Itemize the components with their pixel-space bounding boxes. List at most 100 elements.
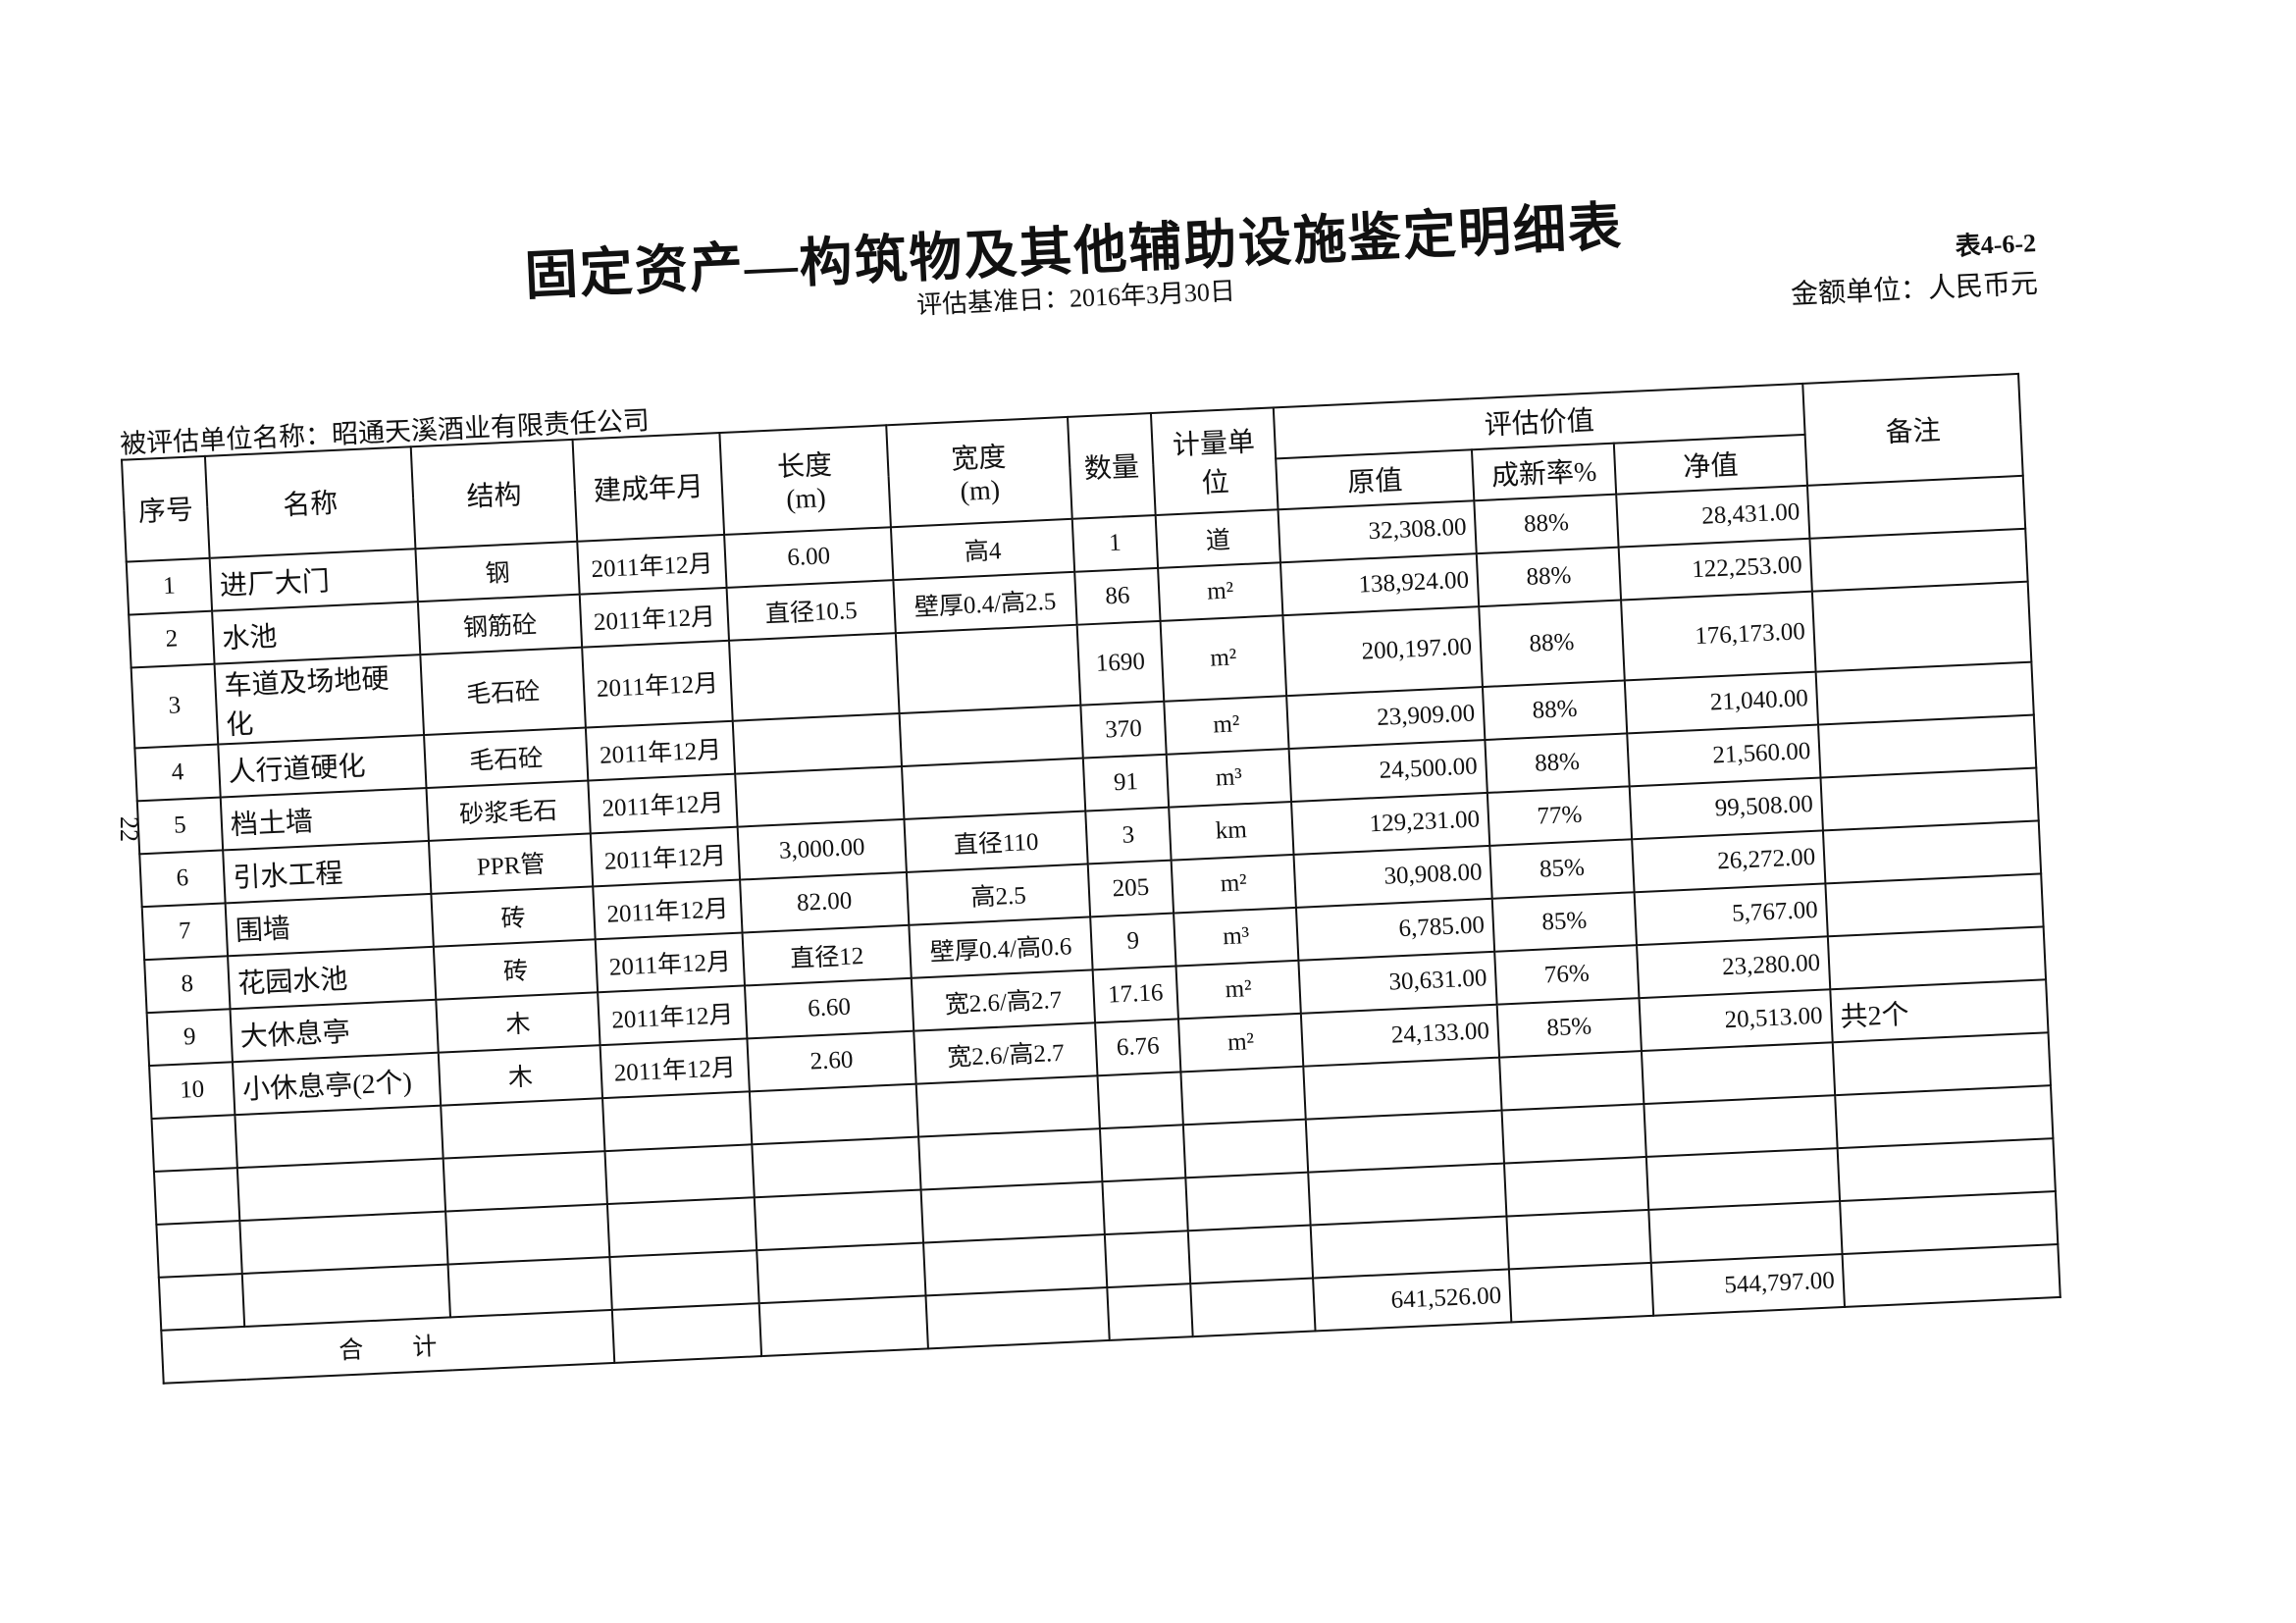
cell (611, 1303, 762, 1363)
cell: 5 (136, 797, 224, 855)
detail-table: 序号 名称 结构 建成年月 长度 (m) 宽度 (m) 数量 计量单位 评估价值 备注 原值 成新率%… (121, 373, 2061, 1385)
cell: 车道及场地硬化 (214, 654, 425, 745)
cell: m² (1158, 562, 1283, 621)
cell: 88% (1476, 547, 1622, 607)
cell: 200,197.00 (1282, 606, 1483, 697)
cell: 2011年12月 (582, 640, 733, 728)
cell: 档土墙 (220, 787, 429, 851)
cell: 直径110 (904, 811, 1088, 872)
cell: 88% (1479, 600, 1625, 688)
cell (1645, 1148, 1841, 1210)
cell (606, 1197, 757, 1258)
cell: 2011年12月 (598, 985, 748, 1046)
cell: 370 (1080, 701, 1167, 759)
cell (1097, 1072, 1183, 1129)
cell: m² (1164, 696, 1289, 755)
column-header: 宽度 (m) (886, 416, 1072, 528)
column-header: 建成年月 (572, 433, 725, 542)
cell: 高4 (890, 518, 1075, 581)
cell: 高2.5 (906, 864, 1091, 925)
cell: 钢 (415, 541, 580, 602)
cell (1303, 1057, 1502, 1120)
cell: 1 (126, 557, 213, 615)
cell: 毛石砼 (420, 647, 586, 736)
cell (447, 1257, 612, 1318)
cell: 2011年12月 (593, 879, 743, 940)
cell: 21,560.00 (1627, 724, 1821, 787)
cell: 85% (1491, 892, 1638, 952)
cell (602, 1091, 753, 1152)
cell: 176,173.00 (1621, 591, 1816, 681)
cell: 2011年12月 (595, 932, 745, 993)
cell: 88% (1474, 494, 1619, 554)
cell: 86 (1074, 567, 1161, 625)
cell: 2011年12月 (585, 720, 736, 781)
cell (902, 758, 1086, 819)
cell (443, 1151, 607, 1212)
cell: m² (1175, 960, 1301, 1020)
cell: 32,308.00 (1278, 500, 1477, 563)
table-number: 表4-6-2 (1955, 229, 2037, 261)
sheet: 固定资产—构筑物及其他辅助设施鉴定明细表 评估基准日：2016年3月30日 表4… (110, 123, 2128, 1486)
cell (604, 1144, 755, 1205)
cell: 88% (1482, 680, 1628, 740)
cell: 木 (436, 992, 600, 1053)
cell (239, 1211, 448, 1275)
column-header: 计量单位 (1150, 407, 1278, 515)
cell (158, 1274, 245, 1331)
column-header: 序号 (122, 455, 210, 562)
column-header: 长度 (m) (719, 425, 891, 535)
cell (609, 1250, 759, 1310)
cell (1506, 1209, 1651, 1270)
cell (752, 1136, 921, 1198)
cell (1187, 1225, 1314, 1284)
cell (153, 1168, 240, 1225)
cell: 99,508.00 (1629, 777, 1823, 840)
cell: 23,909.00 (1286, 687, 1486, 750)
cell: 5,767.00 (1634, 883, 1828, 946)
cell: 17.16 (1092, 966, 1178, 1023)
cell: 77% (1487, 786, 1633, 846)
cell (1837, 1138, 2056, 1202)
cell: 1690 (1076, 620, 1165, 706)
cell (445, 1204, 610, 1265)
cell: 6 (139, 850, 226, 908)
cell (1809, 528, 2028, 592)
cell: 引水工程 (223, 840, 432, 904)
cell: 砖 (433, 939, 599, 1000)
cell: 76% (1494, 945, 1640, 1005)
cell: 2011年12月 (590, 826, 741, 887)
cell: 9 (1090, 913, 1176, 970)
cell (758, 1295, 928, 1357)
cell: 23,280.00 (1637, 936, 1831, 999)
cell (915, 1075, 1100, 1137)
cell (1827, 926, 2047, 990)
cell: 2 (129, 610, 215, 668)
cell: 6,785.00 (1295, 898, 1495, 961)
cell: m³ (1174, 907, 1299, 967)
cell: m² (1177, 1013, 1304, 1073)
cell: 水池 (212, 602, 421, 664)
cell: 129,231.00 (1291, 792, 1490, 855)
cell (1182, 1119, 1309, 1178)
cell: 2011年12月 (579, 587, 730, 648)
total-original-value: 641,526.00 (1313, 1269, 1512, 1332)
cell: m² (1160, 615, 1287, 702)
cell (735, 765, 905, 827)
cell: 122,253.00 (1618, 538, 1812, 601)
cell (899, 705, 1083, 766)
cell (757, 1242, 926, 1304)
cell: 24,500.00 (1288, 739, 1487, 803)
cell (241, 1264, 450, 1327)
page-number: 22 (115, 816, 143, 842)
cell: 钢筋砼 (417, 594, 583, 655)
cell (1840, 1191, 2059, 1255)
cell (235, 1105, 444, 1169)
cell (1811, 581, 2032, 672)
cell: 205 (1087, 860, 1174, 917)
cell: 木 (438, 1045, 603, 1106)
cell: 直径10.5 (726, 580, 896, 641)
cell: 2.60 (747, 1030, 916, 1092)
cell (1102, 1178, 1188, 1235)
